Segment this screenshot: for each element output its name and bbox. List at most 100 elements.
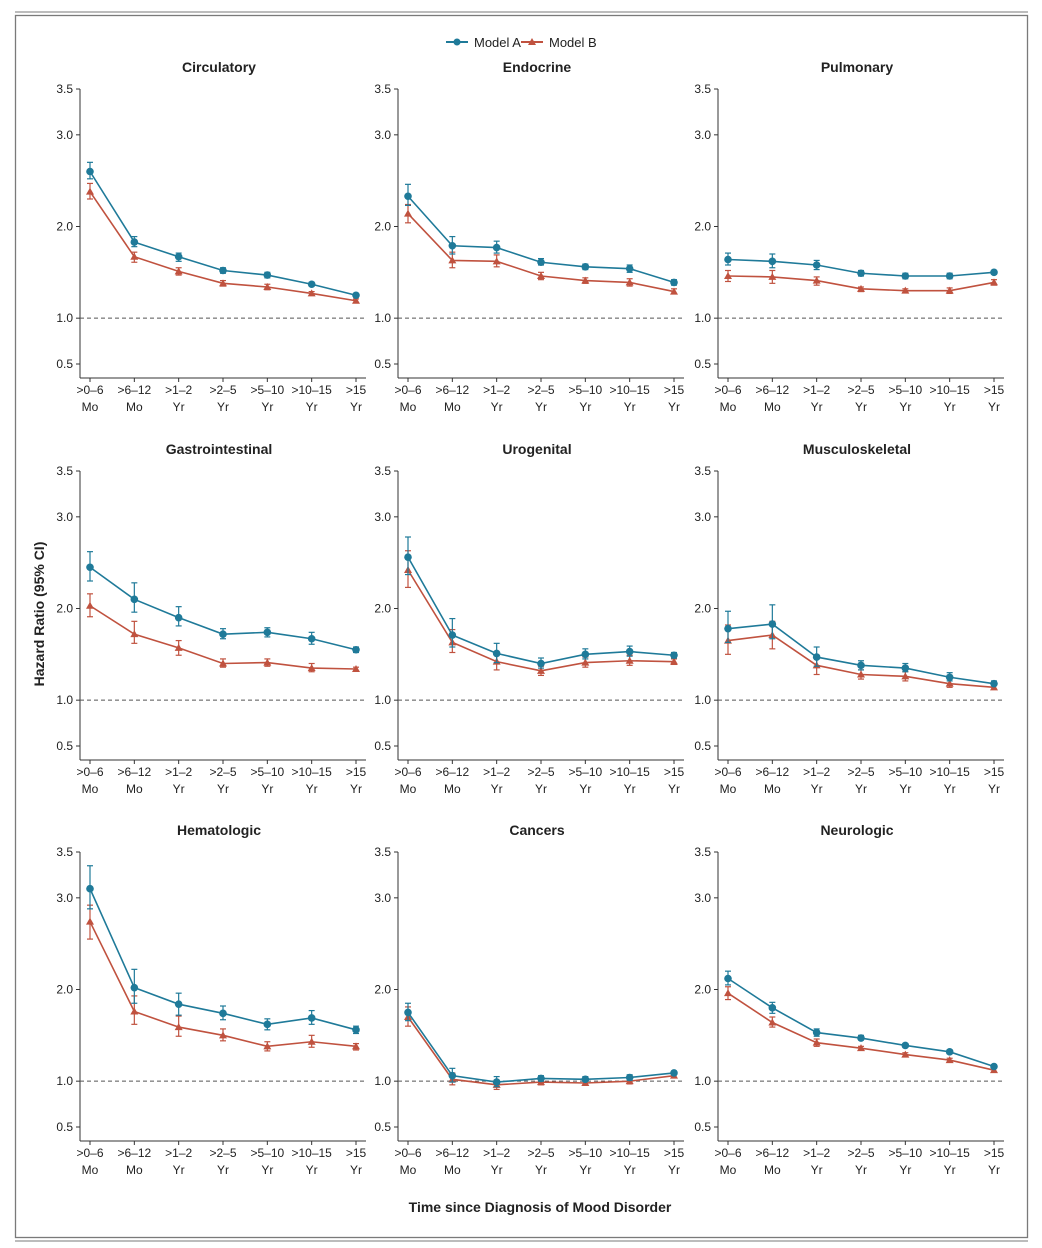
series-line-model-a xyxy=(407,1011,675,1083)
data-point-model-a xyxy=(990,679,998,688)
data-point-model-a xyxy=(537,1074,545,1083)
data-point-model-a xyxy=(537,659,545,668)
data-point-model-a xyxy=(130,595,139,604)
y-tick-label: 2.0 xyxy=(694,983,711,997)
data-point-model-a xyxy=(352,1026,360,1034)
x-tick-unit: Yr xyxy=(173,400,185,414)
x-tick-label: >10–15 xyxy=(929,765,970,779)
panel-title-pulmonary: Pulmonary xyxy=(821,59,894,75)
data-point-model-a xyxy=(670,651,678,660)
y-axis-label: Hazard Ratio (95% CI) xyxy=(31,542,47,687)
x-tick-label: >15 xyxy=(664,1146,685,1160)
x-tick-label: >0–6 xyxy=(714,1146,741,1160)
x-tick-unit: Mo xyxy=(764,782,781,796)
y-tick-label: 0.5 xyxy=(694,739,711,753)
data-point-model-a xyxy=(670,278,678,287)
y-tick-label: 3.5 xyxy=(56,464,73,478)
x-axis-label: Time since Diagnosis of Mood Disorder xyxy=(409,1199,672,1215)
panel-title-hematologic: Hematologic xyxy=(177,822,261,838)
x-tick-unit: Mo xyxy=(764,1163,781,1177)
x-tick-unit: Yr xyxy=(668,782,680,796)
data-point-model-b xyxy=(812,1038,821,1046)
data-point-model-a xyxy=(219,1009,227,1018)
x-tick-unit: Yr xyxy=(855,782,867,796)
data-point-model-a xyxy=(448,1071,457,1080)
y-tick-label: 3.0 xyxy=(694,128,711,142)
x-tick-unit: Yr xyxy=(261,1163,273,1177)
x-tick-unit: Yr xyxy=(350,782,362,796)
data-point-model-b xyxy=(307,664,316,672)
data-point-model-a xyxy=(492,243,501,252)
x-tick-unit: Yr xyxy=(491,782,503,796)
panel-circulatory: Circulatory 0.5 1.0 2.0 3.0 3.5 >0–6 Mo >6–12 Mo >… xyxy=(56,59,366,414)
panel-pulmonary: Pulmonary 0.5 1.0 2.0 3.0 3.5 >0–6 Mo >6–12 Mo >1–… xyxy=(694,59,1004,414)
data-point-model-a xyxy=(581,650,590,659)
data-point-model-a xyxy=(174,1000,183,1008)
y-tick-label: 3.5 xyxy=(694,464,711,478)
data-point-model-b xyxy=(768,272,777,280)
x-tick-label: >15 xyxy=(984,1146,1005,1160)
x-tick-label: >0–6 xyxy=(714,383,741,397)
data-point-model-a xyxy=(857,661,865,670)
data-point-model-a xyxy=(812,261,821,269)
x-tick-unit: Mo xyxy=(400,782,417,796)
x-tick-unit: Mo xyxy=(720,400,737,414)
x-tick-unit: Yr xyxy=(217,1163,229,1177)
y-tick-label: 2.0 xyxy=(56,983,73,997)
data-point-model-a xyxy=(901,272,910,280)
x-tick-unit: Mo xyxy=(126,400,143,414)
x-tick-unit: Yr xyxy=(855,1163,867,1177)
data-point-model-a xyxy=(768,620,777,628)
x-tick-unit: Yr xyxy=(944,782,956,796)
data-point-model-a xyxy=(724,624,732,633)
data-point-model-b xyxy=(86,917,94,925)
data-point-model-a xyxy=(625,1073,634,1082)
x-tick-label: >10–15 xyxy=(609,1146,650,1160)
x-tick-label: >2–5 xyxy=(847,1146,874,1160)
y-tick-label: 3.0 xyxy=(374,510,391,524)
data-point-model-b xyxy=(625,656,634,664)
panel-neurologic: Neurologic 0.5 1.0 2.0 3.0 3.5 >0–6 Mo >6–12 Mo >1… xyxy=(694,822,1004,1177)
y-tick-label: 2.0 xyxy=(56,602,73,616)
data-point-model-a xyxy=(990,1062,998,1071)
data-point-model-b xyxy=(352,1042,360,1050)
y-tick-label: 1.0 xyxy=(694,1074,711,1088)
data-point-model-b xyxy=(219,279,227,287)
data-point-model-a xyxy=(263,271,272,279)
x-tick-unit: Yr xyxy=(944,400,956,414)
x-tick-unit: Yr xyxy=(899,400,911,414)
x-tick-label: >15 xyxy=(346,1146,367,1160)
x-tick-unit: Mo xyxy=(126,782,143,796)
panel-title-circulatory: Circulatory xyxy=(182,59,256,75)
x-tick-label: >5–10 xyxy=(568,765,602,779)
x-tick-label: >6–12 xyxy=(117,765,151,779)
data-point-model-b xyxy=(174,1023,183,1031)
y-tick-label: 3.0 xyxy=(694,891,711,905)
data-point-model-a xyxy=(625,264,634,273)
data-point-model-b xyxy=(857,284,865,292)
x-tick-unit: Yr xyxy=(306,400,318,414)
panel-title-urogenital: Urogenital xyxy=(502,441,571,457)
data-point-model-a xyxy=(174,613,183,622)
data-point-model-a xyxy=(130,238,139,246)
y-tick-label: 0.5 xyxy=(374,739,391,753)
data-point-model-a xyxy=(768,257,777,266)
data-point-model-b xyxy=(724,989,732,997)
x-tick-label: >10–15 xyxy=(609,383,650,397)
y-tick-label: 3.0 xyxy=(374,891,391,905)
y-tick-label: 1.0 xyxy=(56,311,73,325)
x-tick-label: >1–2 xyxy=(803,383,830,397)
x-tick-label: >5–10 xyxy=(888,383,922,397)
x-tick-unit: Mo xyxy=(720,782,737,796)
x-tick-label: >2–5 xyxy=(527,1146,554,1160)
x-tick-label: >10–15 xyxy=(929,383,970,397)
x-tick-unit: Yr xyxy=(173,782,185,796)
data-point-model-b xyxy=(174,643,183,651)
y-tick-label: 3.5 xyxy=(374,464,391,478)
y-tick-label: 3.0 xyxy=(56,128,73,142)
data-point-model-a xyxy=(86,563,94,572)
y-tick-label: 0.5 xyxy=(56,739,73,753)
data-point-model-b xyxy=(537,666,545,674)
data-point-model-b xyxy=(219,1031,227,1039)
x-tick-label: >15 xyxy=(984,765,1005,779)
